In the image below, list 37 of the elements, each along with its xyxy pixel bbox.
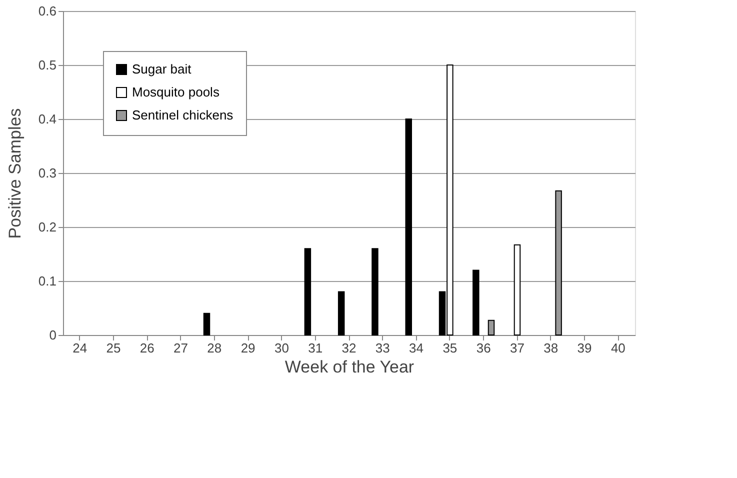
x-tick-label: 39 <box>577 340 592 356</box>
y-tick-label: 0.4 <box>38 112 56 126</box>
x-tick-label: 25 <box>106 340 121 356</box>
x-tick-label: 36 <box>476 340 491 356</box>
x-tick-label: 30 <box>274 340 289 356</box>
bar <box>514 244 521 336</box>
y-tick-label: 0.1 <box>38 274 56 288</box>
bar <box>304 248 312 336</box>
bar <box>338 291 345 336</box>
y-axis-title: Positive Samples <box>5 108 24 239</box>
legend-label: Sugar bait <box>132 62 192 76</box>
y-tick-label: 0.6 <box>38 4 56 18</box>
bar <box>488 320 495 336</box>
legend-label: Sentinel chickens <box>132 108 234 122</box>
x-tick-label: 28 <box>207 340 222 356</box>
x-tick-label: 27 <box>174 340 188 356</box>
bar <box>405 118 412 336</box>
x-tick-label: 31 <box>308 340 323 356</box>
y-tick-label: 0 <box>49 328 56 342</box>
bar <box>372 248 378 336</box>
x-tick-label: 26 <box>140 340 154 356</box>
bar <box>203 312 210 336</box>
x-tick-label: 32 <box>342 340 356 356</box>
bar <box>472 270 480 336</box>
x-tick-label: 33 <box>375 340 390 356</box>
y-tick-label: 0.2 <box>38 220 56 234</box>
x-tick-label: 37 <box>510 340 524 356</box>
x-axis-title: Week of the Year <box>284 358 414 376</box>
y-tick-label: 0.3 <box>38 166 56 180</box>
x-tick-label: 29 <box>240 340 256 356</box>
x-tick-label: 34 <box>409 340 424 356</box>
x-tick-label: 35 <box>442 340 458 356</box>
x-tick-label: 38 <box>544 340 558 356</box>
x-tick-label: 40 <box>610 340 626 356</box>
x-tick-label: 24 <box>72 340 88 356</box>
y-tick-label: 0.5 <box>38 58 56 72</box>
legend-label: Mosquito pools <box>132 84 220 100</box>
